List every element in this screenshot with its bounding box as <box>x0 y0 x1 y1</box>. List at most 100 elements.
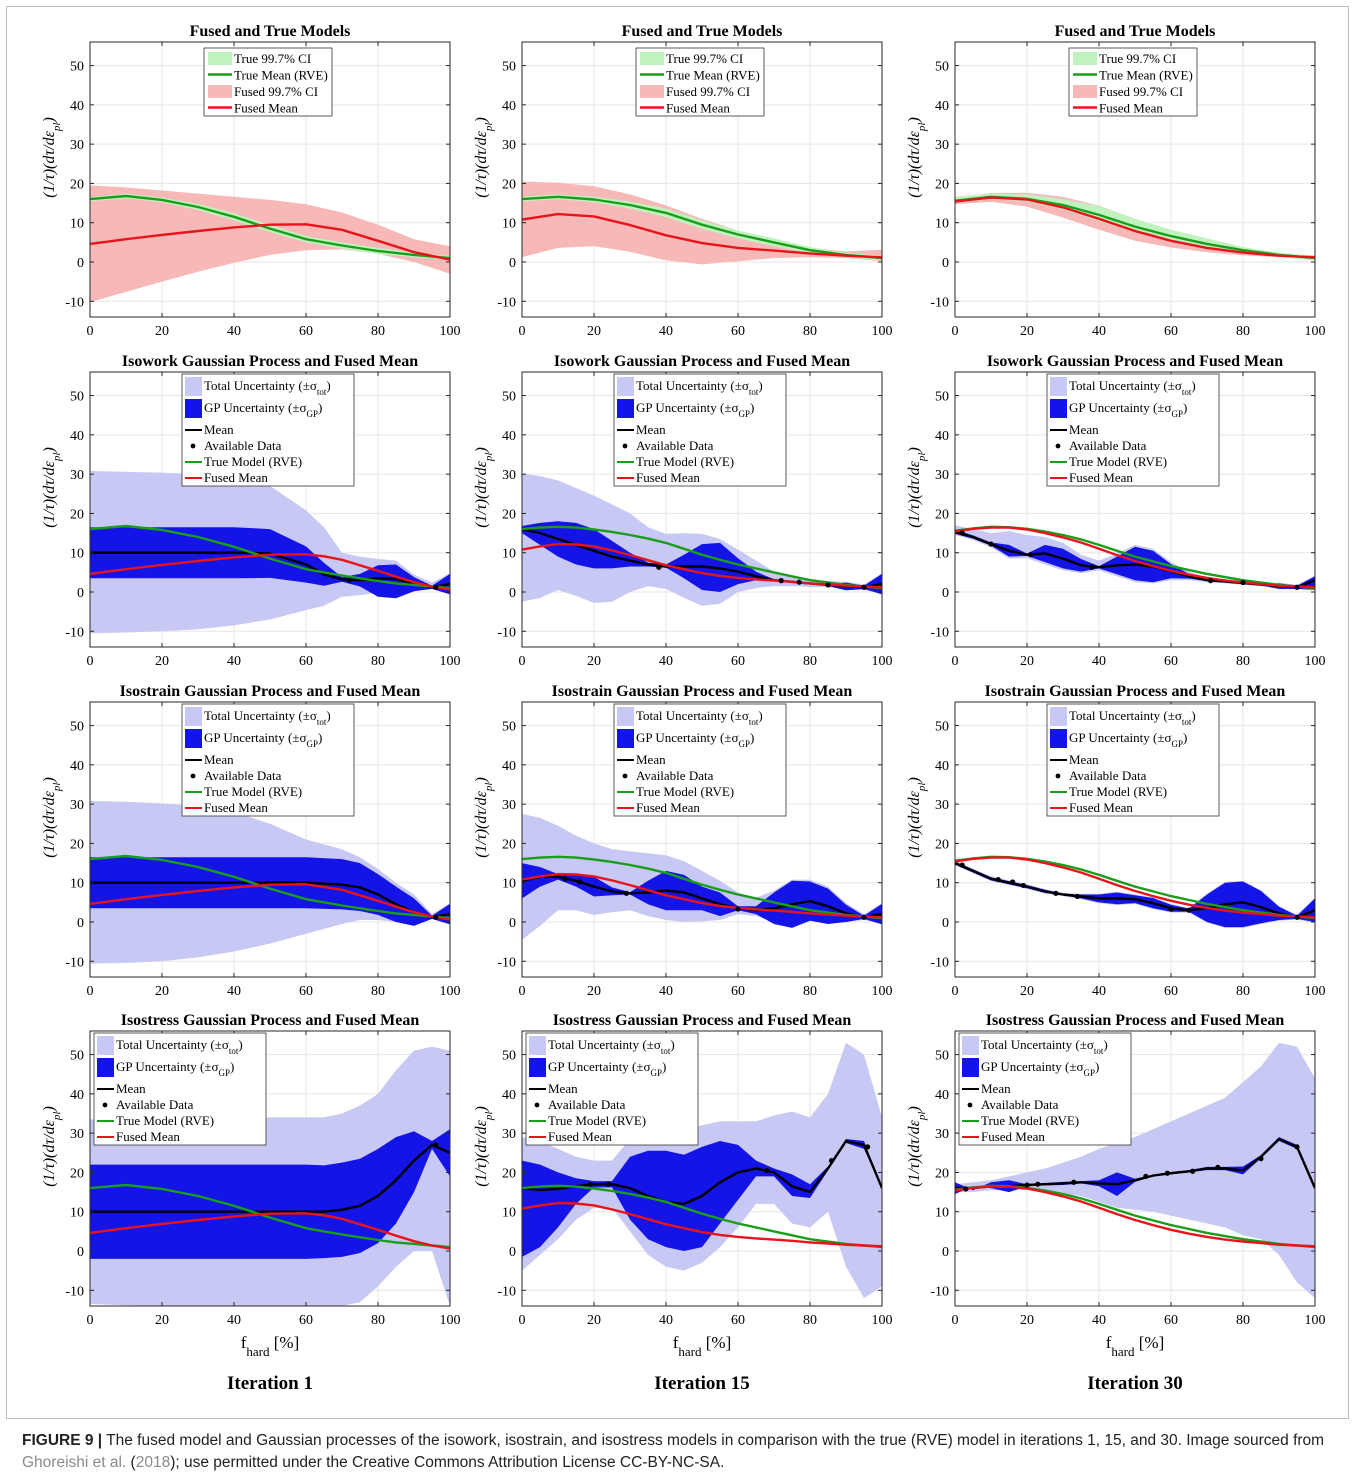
x-tick-label: 100 <box>440 1313 461 1328</box>
x-axis-label: fhard [%] <box>673 1333 732 1359</box>
legend-swatch <box>617 399 634 418</box>
legend-entry: Fused Mean <box>1099 101 1163 116</box>
fused-mean-line <box>90 553 450 591</box>
citation-year-link[interactable]: 2018 <box>135 1454 171 1471</box>
legend-marker <box>190 773 196 779</box>
y-tick-label: -10 <box>930 1284 949 1299</box>
y-tick-label: -10 <box>65 295 84 310</box>
column-label-it15: Iteration 15 <box>654 1373 750 1394</box>
x-tick-label: 60 <box>299 1313 313 1328</box>
y-tick-label: 50 <box>70 720 84 735</box>
true-ci-band <box>90 193 450 260</box>
legend-entry: GP Uncertainty (±σGP) <box>116 1059 234 1078</box>
data-point <box>1240 579 1246 586</box>
fused-mean-line <box>90 223 450 261</box>
data-point <box>433 584 439 590</box>
plot-area <box>90 471 450 634</box>
y-tick-label: 30 <box>935 1127 949 1142</box>
panel-row3-iter30: Isostrain Gaussian Process and Fused Mea… <box>906 683 1326 999</box>
legend-entry: True Model (RVE) <box>204 784 302 799</box>
plot-area <box>522 814 882 940</box>
legend-entry: True Mean (RVE) <box>1099 68 1193 83</box>
legend-box <box>181 703 355 817</box>
y-tick-label: 0 <box>942 586 949 601</box>
legend-marker <box>102 1102 108 1108</box>
y-tick-label: 50 <box>70 1049 84 1064</box>
panel-row4-iter15: Isostress Gaussian Process and Fused Mea… <box>473 1012 893 1359</box>
x-tick-label: 40 <box>1092 654 1106 669</box>
y-tick-label: 40 <box>502 429 516 444</box>
fused-mean-line <box>955 196 1315 259</box>
legend-entry: Fused Mean <box>1069 470 1133 485</box>
y-axis-label: (1/τ)(dτ/dεpl) <box>41 1106 63 1187</box>
legend-swatch <box>97 1058 114 1077</box>
legend-swatch <box>1073 52 1097 65</box>
y-tick-label: 30 <box>502 798 516 813</box>
legend-entry: Fused Mean <box>981 1129 1045 1144</box>
y-tick-label: 0 <box>509 256 516 271</box>
x-tick-label: 40 <box>659 1313 673 1328</box>
x-axis-label: fhard [%] <box>241 1333 300 1359</box>
y-tick-label: 30 <box>935 138 949 153</box>
x-tick-label: 100 <box>440 984 461 999</box>
true-model-line <box>90 854 450 920</box>
y-tick-label: 40 <box>70 99 84 114</box>
legend-entry: Mean <box>204 422 234 437</box>
legend-box <box>613 373 787 487</box>
legend-entry: Mean <box>204 752 234 767</box>
panel-title: Fused and True Models <box>190 23 351 40</box>
y-tick-label: 10 <box>935 547 949 562</box>
x-tick-label: 40 <box>1092 324 1106 339</box>
axes-frame <box>89 371 451 648</box>
y-tick-label: 0 <box>509 916 516 931</box>
fused-mean-line <box>955 526 1315 589</box>
legend-entry: Available Data <box>204 438 282 453</box>
y-tick-label: 20 <box>70 507 84 522</box>
legend-swatch <box>1073 85 1097 98</box>
citation-link[interactable]: Ghoreishi et al. <box>22 1454 127 1471</box>
legend-entry: True Model (RVE) <box>981 1113 1079 1128</box>
y-tick-label: -10 <box>497 955 516 970</box>
gp-mean-line <box>522 1139 882 1206</box>
x-tick-label: 80 <box>371 324 385 339</box>
legend-entry: Fused Mean <box>234 101 298 116</box>
x-tick-label: 100 <box>440 324 461 339</box>
y-tick-label: -10 <box>65 625 84 640</box>
column-label-it30: Iteration 30 <box>1087 1373 1183 1394</box>
data-point <box>764 1167 770 1174</box>
legend-marker <box>190 443 196 449</box>
y-tick-label: -10 <box>930 955 949 970</box>
y-tick-label: 30 <box>70 468 84 483</box>
x-tick-label: 100 <box>1305 1313 1326 1328</box>
y-axis-label: (1/τ)(dτ/dεpl) <box>473 1106 495 1187</box>
legend-entry: Fused Mean <box>636 470 700 485</box>
x-tick-label: 80 <box>803 984 817 999</box>
data-point <box>778 578 784 584</box>
x-tick-label: 60 <box>299 984 313 999</box>
y-tick-label: -10 <box>930 295 949 310</box>
legend-entry: GP Uncertainty (±σGP) <box>636 730 754 749</box>
legend-entry: Total Uncertainty (±σtot) <box>204 708 331 727</box>
legend-box <box>93 1032 267 1146</box>
y-tick-label: 20 <box>935 507 949 522</box>
legend-box <box>613 703 787 817</box>
caption-year-open: ( <box>126 1454 136 1471</box>
y-tick-label: 10 <box>502 217 516 232</box>
x-tick-label: 20 <box>155 324 169 339</box>
legend-entry: Total Uncertainty (±σtot) <box>116 1037 243 1056</box>
legend-swatch <box>529 1058 546 1077</box>
x-tick-label: 20 <box>1020 984 1034 999</box>
axes-frame <box>89 701 451 978</box>
data-point <box>1190 1168 1196 1174</box>
y-tick-label: 20 <box>502 837 516 852</box>
y-tick-label: 20 <box>502 507 516 522</box>
legend-swatch <box>1050 729 1067 748</box>
legend-entry: Total Uncertainty (±σtot) <box>636 708 763 727</box>
data-point <box>988 541 994 547</box>
y-tick-label: 30 <box>70 138 84 153</box>
legend-entry: Available Data <box>1069 438 1147 453</box>
x-tick-label: 20 <box>155 984 169 999</box>
legend-marker <box>622 443 628 449</box>
plot-area <box>522 473 882 606</box>
x-tick-label: 60 <box>1164 1313 1178 1328</box>
